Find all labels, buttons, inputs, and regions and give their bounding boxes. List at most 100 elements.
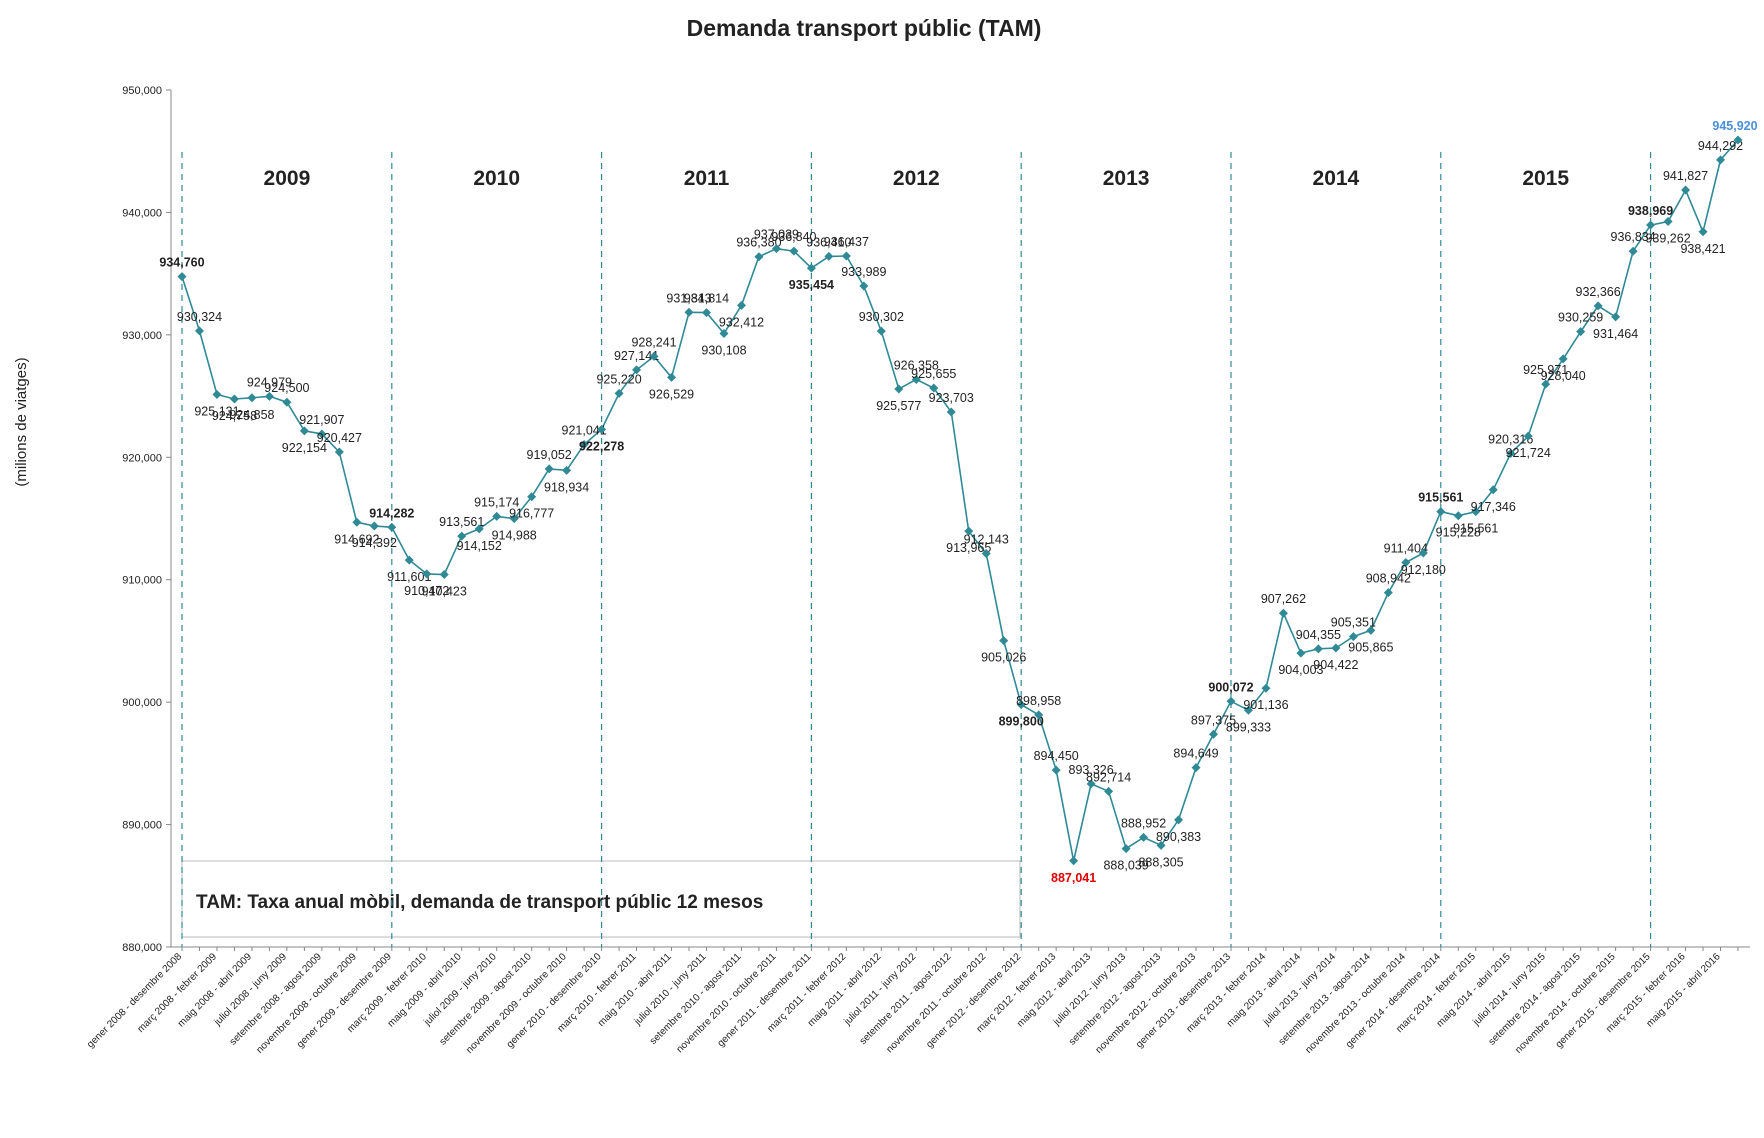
data-label: 921,041	[562, 424, 607, 438]
data-label: 928,040	[1541, 369, 1586, 383]
data-point	[841, 251, 851, 261]
data-point	[1576, 327, 1586, 337]
data-point	[457, 531, 467, 541]
data-label: 911,404	[1384, 542, 1428, 556]
period-label: 2010	[473, 167, 520, 190]
data-point	[177, 272, 187, 282]
data-label: 894,450	[1034, 749, 1079, 763]
data-label: 937,039	[754, 228, 799, 242]
data-label: 925,220	[596, 372, 641, 386]
data-point	[667, 372, 677, 382]
data-label: 888,952	[1121, 816, 1166, 830]
data-point	[562, 465, 572, 475]
data-label: 898,958	[1016, 694, 1061, 708]
data-point	[964, 526, 974, 536]
data-label: 894,649	[1173, 747, 1218, 761]
data-point	[1243, 705, 1253, 715]
data-point	[1278, 608, 1288, 618]
data-label: 915,174	[474, 495, 519, 509]
data-point	[527, 492, 537, 502]
data-label: 901,136	[1243, 698, 1288, 712]
data-point	[1716, 155, 1726, 165]
data-point	[579, 440, 589, 450]
y-axis-label: (milions de viatges)	[13, 357, 30, 486]
data-point	[911, 374, 921, 384]
data-point	[719, 329, 729, 339]
data-label: 893,326	[1069, 763, 1114, 777]
data-point	[1209, 729, 1219, 739]
data-label: 916,777	[509, 507, 554, 521]
data-point	[1681, 185, 1691, 195]
data-point	[632, 365, 642, 375]
data-label: 920,427	[317, 431, 362, 445]
data-label: 900,072	[1208, 680, 1253, 694]
data-point	[247, 393, 257, 403]
data-label: 915,561	[1418, 491, 1463, 505]
period-label: 2011	[684, 167, 730, 190]
data-point	[212, 389, 222, 399]
data-label: 944,292	[1698, 139, 1743, 153]
data-label: 938,421	[1680, 242, 1725, 256]
chart-title: Demanda transport públic (TAM)	[687, 15, 1042, 41]
data-point	[754, 252, 764, 262]
data-point	[1698, 227, 1708, 237]
data-label: 918,934	[544, 480, 589, 494]
data-label: 912,180	[1401, 563, 1446, 577]
data-label: 887,041	[1051, 871, 1096, 885]
data-label: 936,380	[736, 236, 781, 250]
data-label: 904,003	[1278, 663, 1323, 677]
data-point	[1418, 548, 1428, 558]
data-label: 892,714	[1086, 770, 1131, 784]
data-point	[1139, 832, 1149, 842]
annotation: TAM: Taxa anual mòbil, demanda de transp…	[196, 892, 763, 913]
data-label: 899,800	[999, 715, 1044, 729]
data-point	[894, 384, 904, 394]
data-point	[1261, 683, 1271, 693]
data-label: 932,412	[719, 315, 764, 329]
data-label: 931,814	[684, 292, 729, 306]
period-label: 2009	[264, 167, 311, 190]
data-point	[1086, 779, 1096, 789]
data-point	[1296, 648, 1306, 658]
data-label: 925,971	[1523, 363, 1568, 377]
data-label: 945,920	[1712, 119, 1757, 133]
data-point	[1069, 856, 1079, 866]
y-tick-label: 950,000	[122, 85, 162, 97]
data-label: 919,052	[527, 448, 572, 462]
data-label: 930,302	[859, 310, 904, 324]
data-point	[1523, 431, 1533, 441]
data-point	[684, 307, 694, 317]
data-label: 930,108	[701, 344, 746, 358]
data-label: 925,577	[876, 399, 921, 413]
data-point	[422, 569, 432, 579]
data-point	[439, 570, 449, 580]
y-tick-label: 920,000	[122, 452, 162, 464]
data-point	[1383, 588, 1393, 598]
data-label: 910,423	[422, 585, 467, 599]
data-point	[492, 511, 502, 521]
data-point	[1104, 786, 1114, 796]
data-label: 904,422	[1313, 658, 1358, 672]
data-point	[334, 447, 344, 457]
data-label: 926,529	[649, 387, 694, 401]
data-label: 913,965	[946, 541, 991, 555]
data-label: 914,282	[369, 506, 414, 520]
data-label: 917,346	[1471, 500, 1516, 514]
y-tick-label: 930,000	[122, 330, 162, 342]
data-point	[1663, 216, 1673, 226]
data-label: 920,316	[1488, 432, 1533, 446]
data-label: 922,278	[579, 439, 624, 453]
data-label: 924,500	[264, 381, 309, 395]
data-label: 924,858	[229, 408, 274, 422]
data-label: 921,907	[299, 413, 344, 427]
y-tick-label: 910,000	[122, 575, 162, 587]
data-label: 936,840	[771, 230, 816, 244]
data-label: 908,942	[1366, 572, 1411, 586]
data-label: 941,827	[1663, 169, 1708, 183]
data-point	[352, 517, 362, 527]
data-point	[1121, 844, 1131, 854]
data-label: 925,131	[194, 404, 239, 418]
data-point	[771, 244, 781, 254]
